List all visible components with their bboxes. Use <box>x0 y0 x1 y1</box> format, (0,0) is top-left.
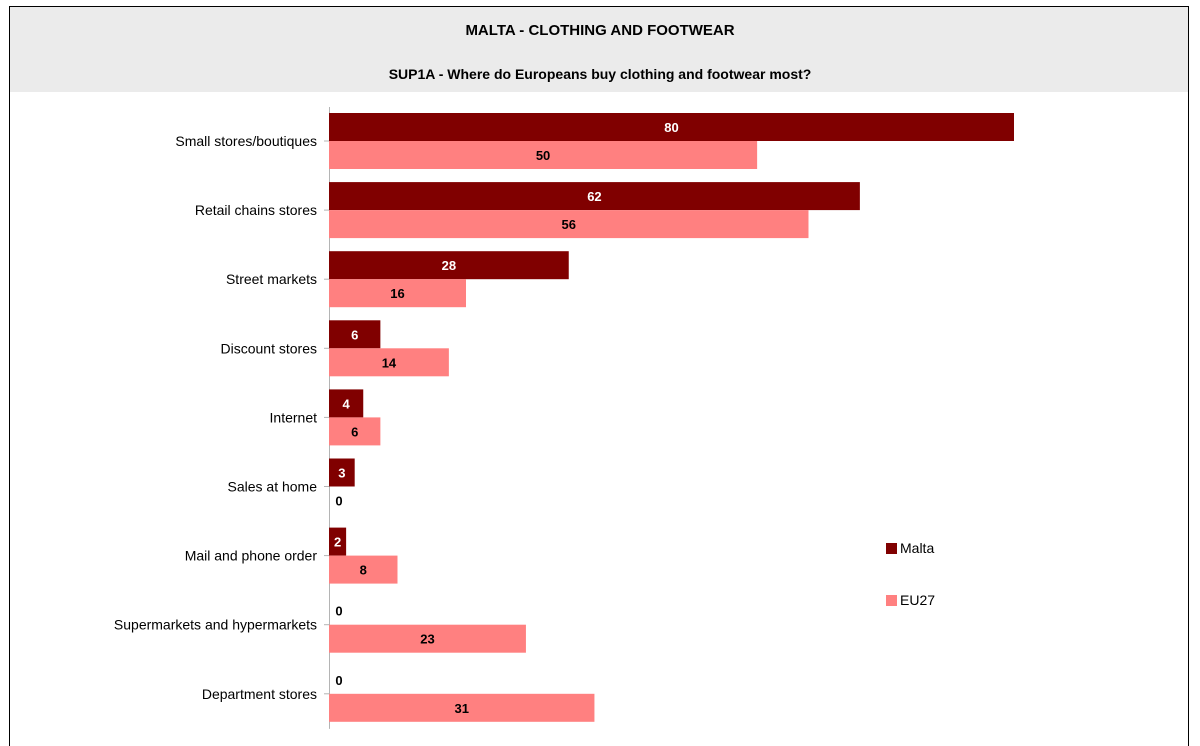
data-label-malta-internet: 4 <box>343 396 351 411</box>
bar-eu27-street-markets <box>329 279 466 308</box>
bar-eu27-internet <box>329 417 381 446</box>
data-label-malta-mail-and-phone-order: 2 <box>334 535 341 550</box>
legend-label-malta: Malta <box>900 540 935 556</box>
bar-malta-internet <box>329 389 364 418</box>
bar-malta-discount-stores <box>329 320 381 349</box>
bar-eu27-discount-stores <box>329 348 449 377</box>
category-label-retail-chains-stores: Retail chains stores <box>195 202 317 218</box>
data-label-eu27-retail-chains-stores: 56 <box>562 217 576 232</box>
bar-eu27-mail-and-phone-order <box>329 555 398 584</box>
bar-eu27-supermarkets-and-hypermarkets <box>329 624 526 653</box>
data-label-malta-retail-chains-stores: 62 <box>587 189 601 204</box>
data-label-eu27-sales-at-home: 0 <box>335 494 342 509</box>
data-label-eu27-street-markets: 16 <box>390 286 404 301</box>
bar-malta-sales-at-home <box>329 458 355 487</box>
legend-swatch-malta <box>886 542 897 554</box>
data-label-eu27-internet: 6 <box>351 424 358 439</box>
chart-frame <box>9 6 1189 746</box>
chart-subtitle: SUP1A - Where do Europeans buy clothing … <box>388 66 812 82</box>
bar-eu27-small-stores-boutiques <box>329 141 758 169</box>
data-label-eu27-mail-and-phone-order: 8 <box>360 563 367 578</box>
category-label-small-stores-boutiques: Small stores/boutiques <box>175 133 317 149</box>
data-label-malta-small-stores-boutiques: 80 <box>664 120 678 135</box>
data-label-eu27-supermarkets-and-hypermarkets: 23 <box>420 632 434 647</box>
bar-malta-mail-and-phone-order <box>329 527 347 556</box>
chart-header <box>10 7 1188 92</box>
bar-eu27-retail-chains-stores <box>329 210 809 239</box>
category-label-supermarkets-and-hypermarkets: Supermarkets and hypermarkets <box>114 617 317 633</box>
data-label-malta-supermarkets-and-hypermarkets: 0 <box>335 604 342 619</box>
data-label-malta-street-markets: 28 <box>442 258 456 273</box>
data-label-eu27-department-stores: 31 <box>454 701 468 716</box>
category-label-sales-at-home: Sales at home <box>228 479 318 495</box>
bar-eu27-department-stores <box>329 693 595 722</box>
category-label-discount-stores: Discount stores <box>221 340 317 356</box>
bar-malta-street-markets <box>329 251 569 280</box>
data-label-malta-sales-at-home: 3 <box>338 466 345 481</box>
bar-malta-small-stores-boutiques <box>329 113 1014 141</box>
category-label-mail-and-phone-order: Mail and phone order <box>185 548 318 564</box>
data-label-eu27-discount-stores: 14 <box>382 355 397 370</box>
category-label-street-markets: Street markets <box>226 271 317 287</box>
legend-item-malta: Malta <box>886 540 934 556</box>
data-label-malta-department-stores: 0 <box>335 673 342 688</box>
legend-swatch-eu27 <box>886 594 897 606</box>
category-label-department-stores: Department stores <box>202 686 317 702</box>
data-label-eu27-small-stores-boutiques: 50 <box>536 148 550 163</box>
legend-label-eu27: EU27 <box>900 592 936 608</box>
bar-malta-retail-chains-stores <box>329 182 860 211</box>
category-label-internet: Internet <box>270 409 318 425</box>
legend-item-eu27: EU27 <box>886 592 935 608</box>
chart-title: MALTA - CLOTHING AND FOOTWEAR <box>465 22 735 39</box>
data-label-malta-discount-stores: 6 <box>351 327 358 342</box>
